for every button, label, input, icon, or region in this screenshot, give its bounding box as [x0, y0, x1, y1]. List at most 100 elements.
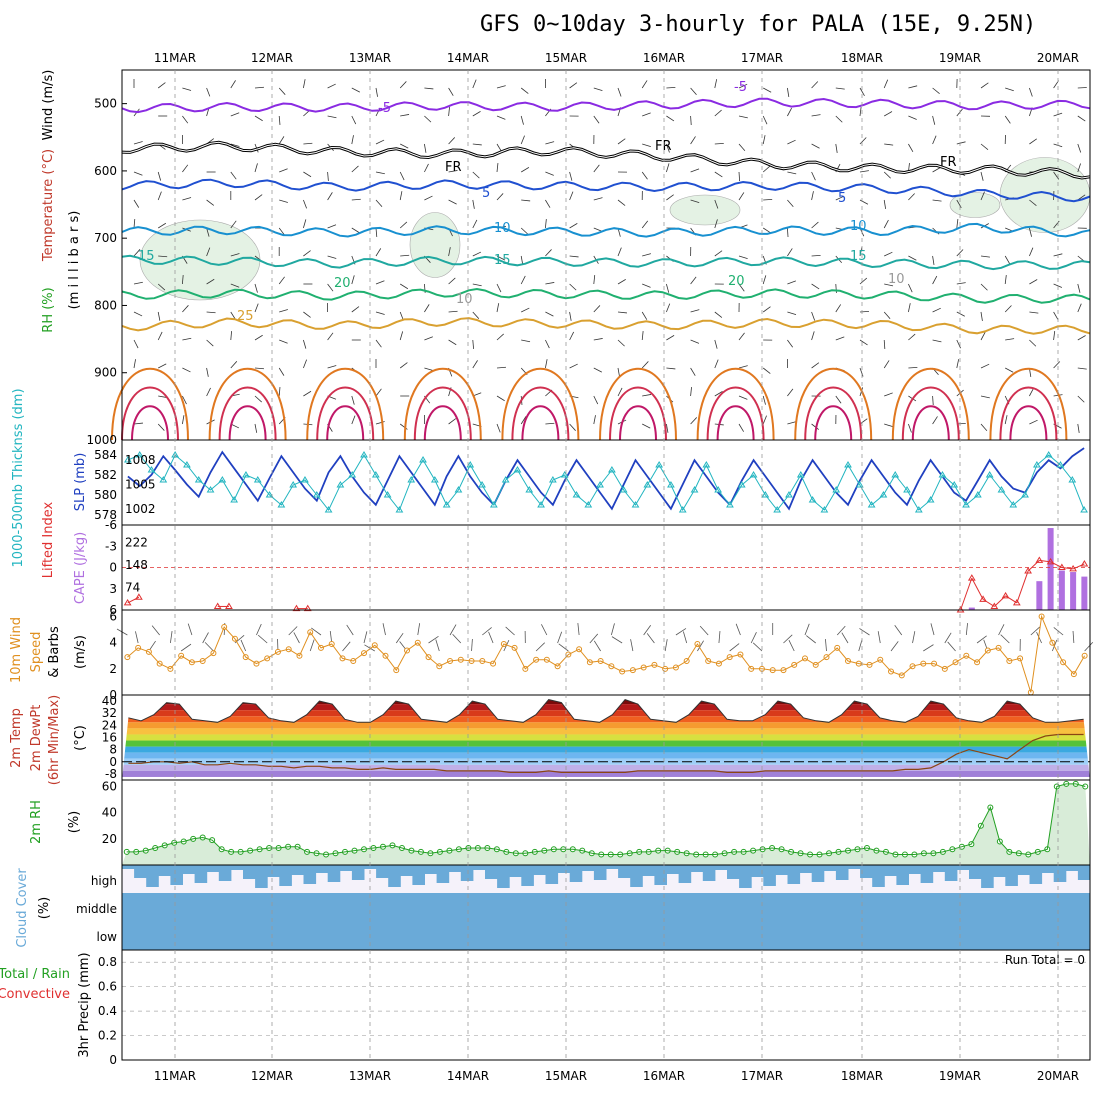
cloud-high-bar: [751, 865, 764, 877]
wind-barb: [472, 111, 481, 117]
wind10-barb: [170, 631, 173, 644]
cloud-high-bar: [315, 865, 329, 873]
wind-barb: [206, 87, 211, 97]
wind-barb: [641, 361, 649, 369]
wind-barb: [375, 248, 382, 257]
wind-barb: [641, 220, 649, 229]
wind-barb: [520, 115, 524, 125]
wind-barb: [811, 143, 820, 149]
wind-barb: [932, 275, 938, 285]
wind-barb: [932, 115, 936, 125]
date-label-top: 15MAR: [545, 51, 587, 65]
wind-barb: [932, 87, 940, 94]
wind10-barb: [944, 632, 952, 644]
wind-barb: [545, 171, 554, 176]
boundary-layer-contour: [1009, 405, 1048, 441]
temp-band: [122, 728, 1090, 735]
temp-band: [122, 770, 1090, 777]
wind-barb: [1005, 367, 1014, 373]
temp2m-unit: (°C): [73, 725, 88, 751]
yaxis-label: RH (%): [41, 287, 56, 332]
wind-barb: [883, 339, 886, 350]
wind-barb: [617, 138, 626, 145]
wind10-barb: [825, 639, 827, 652]
wind-barb: [835, 395, 842, 404]
wind-barb: [472, 79, 477, 89]
wind-barb: [279, 339, 288, 344]
wind-barb: [569, 223, 578, 229]
wind-barb: [230, 171, 237, 180]
cloud-high-bar: [521, 865, 534, 886]
cloud-high-bar: [279, 865, 292, 886]
wind-barb: [787, 171, 797, 175]
date-label-top: 13MAR: [349, 51, 391, 65]
boundary-layer-contour: [794, 367, 873, 441]
wind10-label: 10m Wind: [9, 617, 24, 683]
wind-barb: [1077, 367, 1087, 370]
cloud-high-bar: [739, 865, 752, 888]
contour-label: FR: [655, 139, 672, 154]
wind-barb: [932, 339, 942, 343]
wind-barb: [327, 255, 337, 259]
panel-frame: [121, 69, 1091, 441]
wind-barb: [1077, 143, 1082, 153]
wind-barb: [1077, 163, 1081, 173]
wind-barb: [545, 199, 551, 208]
chart-title: GFS 0~10day 3-hourly for PALA (15E, 9.25…: [480, 12, 1037, 37]
date-label-bottom: 20MAR: [1037, 1069, 1079, 1083]
wind-barb: [859, 107, 862, 117]
wind-barb: [472, 283, 482, 287]
wind-barb: [545, 339, 550, 349]
wind-barb: [521, 307, 530, 313]
wind-barb: [980, 191, 985, 201]
cloud-high-bar: [630, 865, 643, 887]
cloud-high-bar: [533, 865, 546, 875]
cloud-high-bar: [134, 865, 147, 878]
rh-area: [949, 192, 1001, 218]
cloud-tick-label: low: [97, 930, 118, 944]
date-label-bottom: 18MAR: [841, 1069, 883, 1083]
wind-barb: [617, 339, 625, 347]
wind-barb: [884, 111, 893, 117]
date-label-bottom: 16MAR: [643, 1069, 685, 1083]
cloud-high-bar: [194, 865, 208, 883]
wind-barb: [811, 191, 814, 201]
wind-barb: [375, 199, 383, 207]
wind-barb: [593, 164, 600, 173]
wind-barb: [787, 280, 796, 285]
wind-barb: [157, 423, 165, 431]
wind-barb: [1005, 87, 1014, 92]
wind-barb: [593, 87, 603, 92]
wind-barb: [424, 336, 433, 341]
wind-barb: [158, 363, 167, 369]
cape-bar: [968, 607, 975, 610]
rh-area: [669, 194, 741, 226]
wind-barb: [496, 163, 499, 173]
cloud-high-bar: [823, 865, 837, 871]
cloud-high-bar: [799, 865, 813, 873]
wind-barb: [157, 331, 163, 341]
wind-barb: [593, 227, 603, 232]
wind-barb: [133, 311, 143, 317]
wind10-barb: [682, 631, 688, 644]
date-label-top: 12MAR: [251, 51, 293, 65]
wind-barb: [569, 363, 578, 369]
wind-barb: [448, 339, 457, 346]
wind-barb: [593, 275, 596, 285]
boundary-layer-contour: [403, 367, 482, 441]
wind-barb: [569, 255, 579, 258]
boundary-layer-contour: [228, 405, 267, 441]
lifted-point: [135, 593, 143, 600]
wind-barb: [835, 87, 845, 90]
wind-barb: [472, 311, 480, 319]
wind-barb: [278, 386, 281, 397]
wind-barb: [472, 251, 482, 257]
boundary-layer-contour: [316, 386, 375, 441]
wind-barb: [762, 306, 771, 313]
lifted-tick-label: -3: [105, 539, 117, 553]
cloud-high-bar: [787, 865, 801, 884]
wind10-barb: [202, 632, 209, 644]
wind-barb: [230, 330, 232, 341]
isotherm-line: [121, 287, 1091, 304]
wind-barb: [811, 423, 819, 430]
